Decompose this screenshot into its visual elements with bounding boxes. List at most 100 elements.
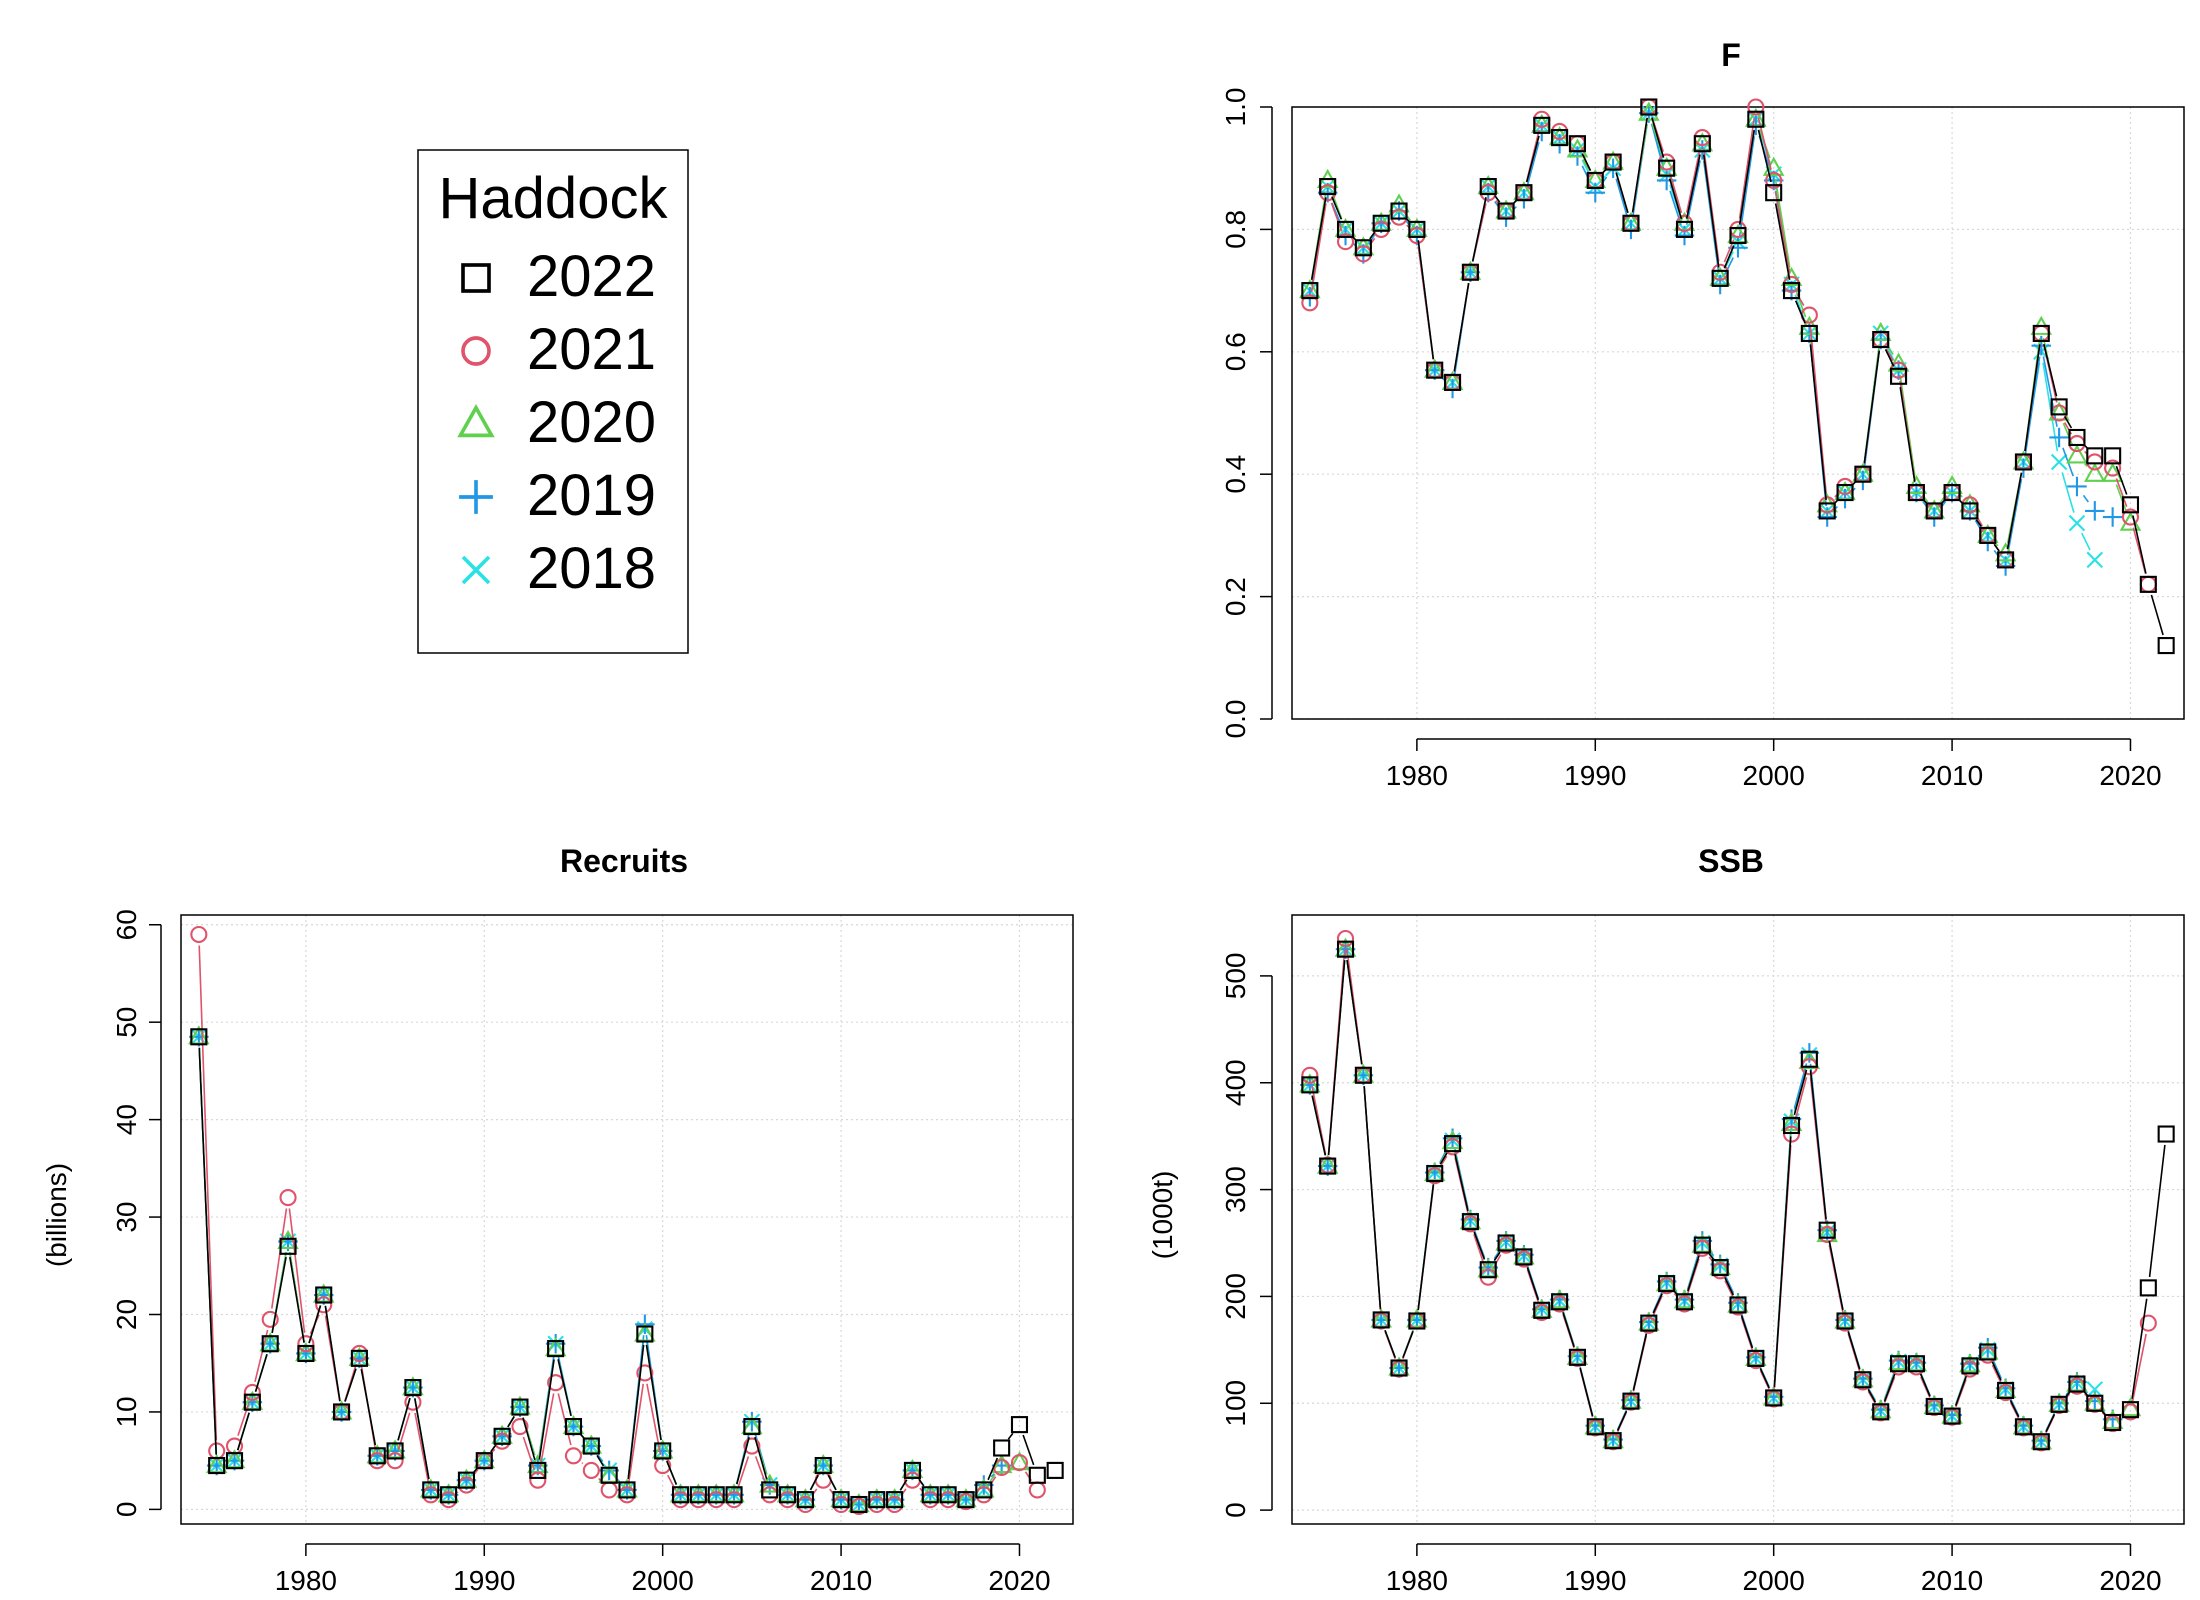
data-point <box>1711 1259 1729 1277</box>
y-tick-label: 300 <box>1220 1166 1251 1213</box>
series-line-segment <box>1793 1069 1808 1116</box>
series-line-segment <box>666 1460 678 1485</box>
data-point <box>1586 171 1604 189</box>
data-point <box>1551 1293 1569 1311</box>
data-point <box>350 1349 368 1367</box>
series-line-segment <box>490 1444 497 1453</box>
series-line-segment <box>1724 1277 1734 1296</box>
series-line-segment <box>2131 1298 2148 1399</box>
legend-label: 2019 <box>527 463 656 528</box>
data-point <box>1729 226 1747 245</box>
series-line-segment <box>557 1393 572 1446</box>
x-tick-label: 2000 <box>1743 1565 1805 1596</box>
series-line-segment <box>2006 478 2023 556</box>
series-line-segment <box>1331 196 1343 220</box>
series-line-segment <box>522 1436 536 1470</box>
data-point <box>475 1452 493 1470</box>
data-point <box>921 1486 939 1504</box>
x-tick-label: 1980 <box>1386 1565 1448 1596</box>
data-point <box>1907 1355 1925 1373</box>
data-point <box>386 1452 404 1470</box>
x-tick-label: 1980 <box>1386 760 1448 791</box>
series-line-segment <box>1668 178 1683 220</box>
data-point <box>975 1481 993 1499</box>
series-2021 <box>190 925 1046 1516</box>
data-point <box>1943 1407 1961 1425</box>
series-line-segment <box>1310 197 1327 280</box>
data-point <box>1979 1343 1997 1361</box>
series-line-segment <box>581 1462 584 1465</box>
x-tick-label: 2010 <box>810 1565 872 1596</box>
series-line-segment <box>1738 129 1755 225</box>
data-point <box>190 1028 208 1046</box>
chart-title: SSB <box>1698 843 1764 879</box>
series-line-segment <box>1346 959 1363 1065</box>
series-line-segment <box>1417 1184 1435 1311</box>
series-line-segment <box>1668 172 1683 213</box>
legend-box <box>417 149 689 654</box>
data-point <box>993 1439 1011 1457</box>
data-point <box>850 1495 868 1514</box>
data-point <box>2014 1418 2032 1436</box>
series-line-segment <box>973 1491 976 1494</box>
data-point <box>1907 484 1925 502</box>
data-point <box>1675 1293 1694 1311</box>
y-tick-label: 0.8 <box>1220 210 1251 249</box>
y-tick-label: 0 <box>1220 1502 1251 1518</box>
data-point <box>618 1481 636 1499</box>
panel-ssb: SSB (1000t) 1980 1990 2000 2010 2020 0 100 200 3… <box>1147 843 2185 1596</box>
data-point <box>1319 1157 1337 1175</box>
series-line-segment <box>510 1432 512 1435</box>
series-line-segment <box>237 1402 250 1436</box>
series-line-segment <box>289 1257 305 1343</box>
series-line-segment <box>2009 1399 2020 1418</box>
series-line-segment <box>1685 148 1701 213</box>
data-point <box>1869 1399 1892 1419</box>
data-point <box>1301 282 1319 300</box>
series-line-segment <box>538 1359 555 1460</box>
y-tick-label: 400 <box>1220 1059 1251 1106</box>
series-line-segment <box>1562 1311 1575 1348</box>
chart-title: Recruits <box>560 843 688 879</box>
data-point <box>1010 1454 1029 1472</box>
data-point <box>2031 335 2052 356</box>
series-line-segment <box>1899 387 1916 482</box>
series-line-segment <box>1773 1136 1792 1388</box>
data-point <box>1406 1308 1428 1328</box>
data-point <box>1800 1050 1818 1068</box>
data-point <box>404 1379 422 1397</box>
series-line-segment <box>580 1434 585 1439</box>
series-2021 <box>1301 98 2157 593</box>
data-point <box>990 1454 1013 1474</box>
panel-recruits: Recruits (billions) 1980 1990 2000 2010 2020… <box>41 843 1074 1596</box>
data-point <box>564 1418 583 1436</box>
series-line-segment <box>1454 1154 1469 1212</box>
data-point <box>2157 637 2175 655</box>
data-point <box>1872 1403 1890 1421</box>
series-line-segment <box>2024 356 2041 458</box>
series-line-segment <box>1439 1155 1448 1167</box>
y-tick-label: 60 <box>111 909 142 940</box>
series-line-segment <box>1867 1388 1877 1403</box>
series-line-segment <box>1652 1293 1663 1314</box>
series-line-segment <box>1582 158 1591 172</box>
series-line-segment <box>344 1368 357 1402</box>
data-point <box>1836 484 1854 502</box>
series-line-segment <box>2045 1413 2056 1433</box>
data-point <box>2068 514 2086 532</box>
data-point <box>654 1442 672 1460</box>
series-line-segment <box>1809 1070 1827 1220</box>
series-line-segment <box>1384 1329 1396 1358</box>
data-point <box>368 1447 386 1465</box>
series-line-segment <box>1363 1086 1382 1310</box>
legend-label: 2018 <box>527 536 656 601</box>
plot-frame <box>1291 106 2185 720</box>
data-point <box>743 1437 761 1455</box>
series-line-segment <box>1685 160 1701 225</box>
series-line-segment <box>1883 1373 1896 1402</box>
x-tick-label: 2020 <box>2099 760 2161 791</box>
data-point <box>957 1491 975 1509</box>
series-line-segment <box>2081 532 2091 551</box>
data-point <box>1943 484 1961 502</box>
series-line-segment <box>1631 117 1648 213</box>
